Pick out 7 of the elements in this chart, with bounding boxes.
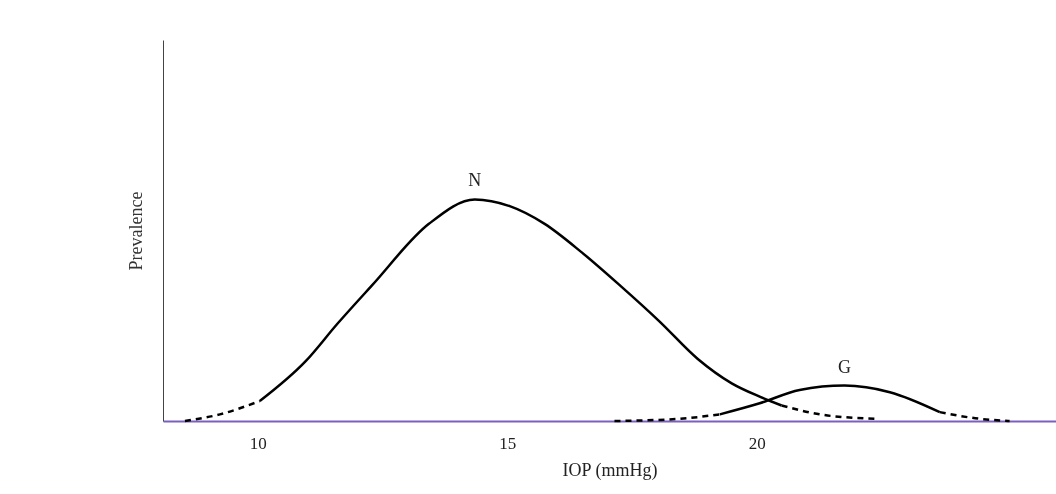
y-axis-title: Prevalence [125,191,146,271]
series-label: G [837,356,851,377]
series-label: N [468,170,482,191]
x-tick-label: 10 [249,433,267,453]
x-tick-label: 20 [748,433,766,453]
x-tick-label: 15 [499,433,517,453]
x-axis-title: IOP (mmHg) [562,459,658,481]
